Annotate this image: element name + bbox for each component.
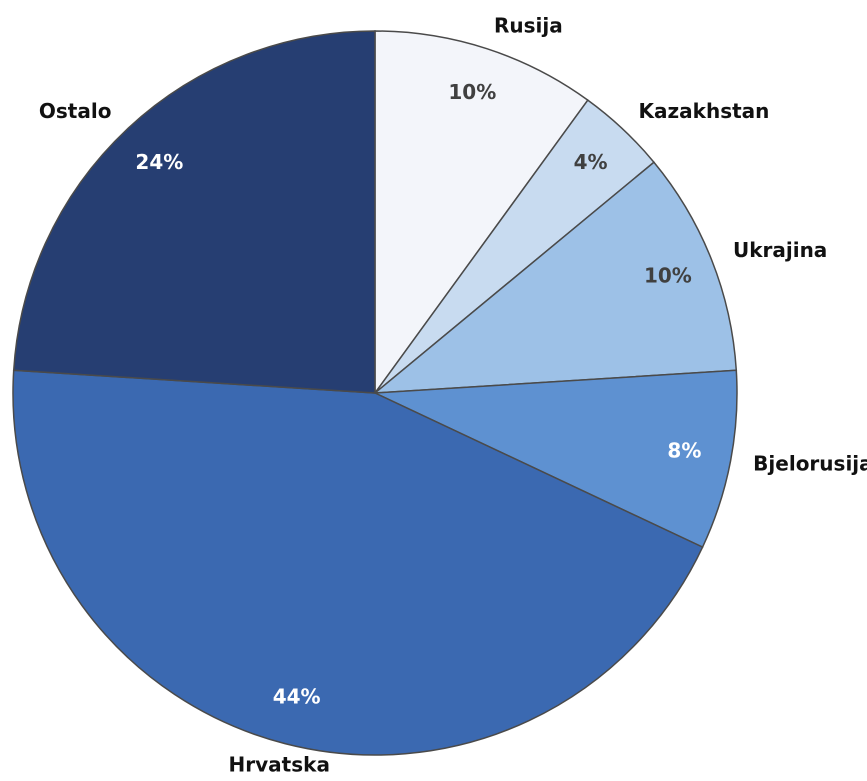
value-label: 44% <box>273 685 321 709</box>
category-label: Kazakhstan <box>639 99 770 123</box>
pie-slice <box>12 30 376 394</box>
value-label: 24% <box>135 150 183 174</box>
pie-slice <box>372 161 738 394</box>
value-label: 8% <box>667 439 701 463</box>
category-label: Rusija <box>494 13 563 37</box>
category-label: Ostalo <box>39 99 112 123</box>
category-label: Hrvatska <box>229 752 330 776</box>
pie-slice <box>374 30 589 396</box>
pie-slice <box>374 369 738 549</box>
category-label: Bjelorusija <box>753 452 867 476</box>
value-label: 10% <box>644 264 692 288</box>
pie-slice <box>12 369 704 756</box>
value-label: 10% <box>448 80 496 104</box>
category-label: Ukrajina <box>733 238 827 262</box>
value-label: 4% <box>574 150 608 174</box>
